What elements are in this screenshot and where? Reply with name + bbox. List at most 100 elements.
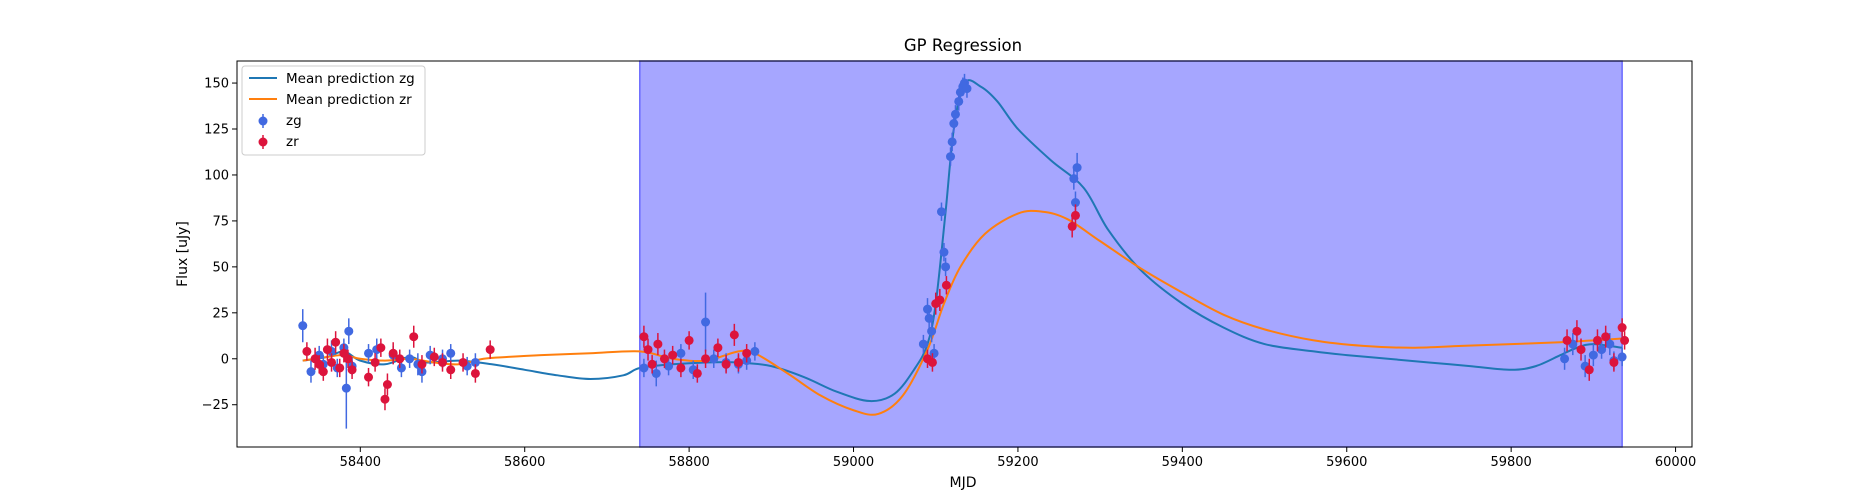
data-point-zg [1560,354,1570,364]
data-point-zg [405,354,415,364]
data-point-zr [684,335,694,345]
data-point-zr [1572,326,1582,336]
data-point-zr [1620,335,1630,345]
data-point-zg [954,96,964,106]
data-point-zr [370,357,380,367]
y-axis-label: Flux [uJy] [175,221,191,287]
data-point-zg [962,84,972,94]
data-point-zr [429,352,439,362]
data-point-zr [701,354,711,364]
x-tick-label: 58600 [504,455,545,470]
y-axis-ticks: −25 0 25 50 75 100 125 150 [202,77,237,413]
data-point-zg [364,348,374,358]
data-point-zg [1588,350,1598,360]
data-point-zr [335,363,345,373]
y-tick-label: 25 [212,306,229,321]
y-tick-label: 50 [212,260,229,275]
data-point-zg [306,367,316,377]
data-point-zr [935,295,945,305]
y-tick-label: 0 [221,352,229,367]
mean-prediction-line-zr [302,209,1623,416]
prediction-lines [302,79,1623,416]
plot-area [236,60,1693,448]
legend-box [241,65,426,156]
x-axis-label: MJD [950,475,977,491]
data-point-zr [713,343,723,353]
data-point-zr [395,354,405,364]
data-point-zr [438,357,448,367]
data-point-zr [347,365,357,375]
legend-swatch-zr-marker [258,137,268,147]
data-point-zg [701,317,711,327]
data-point-zg [941,262,951,272]
data-point-zg [344,326,354,336]
data-point-zr [388,348,398,358]
data-points [298,73,1630,429]
x-tick-label: 59600 [1326,455,1367,470]
data-point-zr [941,280,951,290]
data-point-zg [918,339,928,349]
data-point-zg [664,361,674,371]
legend: Mean prediction zg Mean prediction zr zg… [241,65,426,156]
legend-label-zr-line: Mean prediction zr [286,92,412,108]
x-tick-label: 59800 [1490,455,1531,470]
data-point-zr [676,363,686,373]
y-tick-label: 150 [204,77,229,92]
data-point-zr [639,332,649,342]
data-point-zr [927,357,937,367]
data-point-zr [1070,210,1080,220]
data-point-zr [376,343,386,353]
data-point-zr [327,357,337,367]
data-point-zg [396,363,406,373]
data-point-zg [947,137,957,147]
data-point-zr [382,380,392,390]
legend-label-zg-line: Mean prediction zg [286,71,415,87]
legend-swatch-zg-marker [258,116,268,126]
data-point-zg [939,247,949,257]
data-point-zr [364,372,374,382]
data-point-zg [1069,174,1079,184]
data-point-zr [1067,221,1077,231]
plot-frame [236,60,1693,448]
y-tick-label: −25 [202,398,229,413]
data-point-zg [950,109,960,119]
data-point-zg [923,304,933,314]
data-point-zr [380,394,390,404]
data-point-zg [341,383,351,393]
data-point-zg [470,357,480,367]
x-tick-label: 58800 [668,455,709,470]
x-tick-label: 59200 [997,455,1038,470]
x-axis-ticks: 58400 58600 58800 59000 59200 59400 59600 59800… [340,447,1696,470]
data-point-zr [409,332,419,342]
data-point-zg [1617,352,1627,362]
data-point-zr [1617,323,1627,333]
data-point-zr [470,368,480,378]
y-tick-label: 100 [204,168,229,183]
data-point-zr [343,354,353,364]
data-point-zg [446,348,456,358]
data-point-zr [668,350,678,360]
data-point-zr [302,346,312,356]
data-point-zr [1609,357,1619,367]
data-point-zg [1597,345,1607,355]
legend-label-zr: zr [286,134,299,150]
data-point-zg [709,354,719,364]
data-point-zr [643,345,653,355]
x-tick-label: 60000 [1655,455,1696,470]
data-point-zg [1070,198,1080,208]
data-point-zg [298,321,308,331]
mean-prediction-line-zg [302,79,1623,403]
x-tick-label: 58400 [340,455,381,470]
data-point-zr [1576,345,1586,355]
shaded-region [639,60,1623,448]
data-point-zr [458,357,468,367]
data-point-zr [1601,332,1611,342]
data-point-zr [659,354,669,364]
chart-title: GP Regression [904,36,1022,55]
data-point-zr [314,359,324,369]
legend-label-zg: zg [286,113,302,129]
data-point-zr [692,368,702,378]
data-point-zr [485,345,495,355]
data-point-zr [653,339,663,349]
